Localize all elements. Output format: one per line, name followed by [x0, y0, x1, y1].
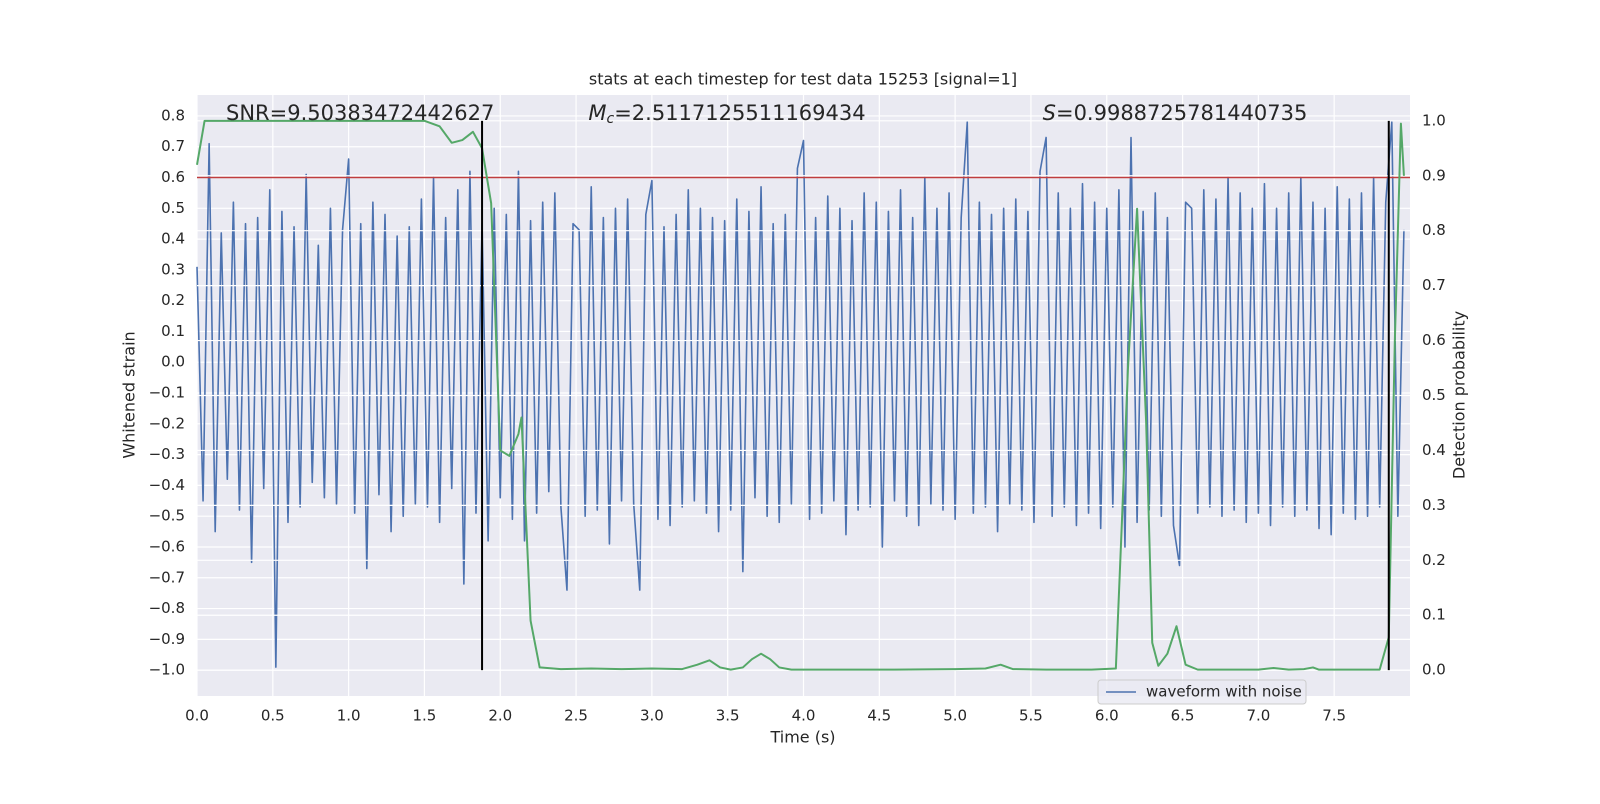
y2-tick-label: 0.4	[1422, 441, 1446, 459]
x-tick-label: 4.0	[792, 707, 816, 725]
x-tick-label: 0.5	[261, 707, 285, 725]
y-tick-label: −0.6	[149, 537, 185, 555]
y2-tick-label: 0.1	[1422, 606, 1446, 624]
y-tick-label: 0.5	[161, 199, 185, 217]
x-tick-label: 1.5	[413, 707, 437, 725]
y-tick-label: 0.0	[161, 353, 185, 371]
y2-tick-label: 0.3	[1422, 496, 1446, 514]
x-axis-label: Time (s)	[769, 728, 835, 747]
annotation-symbol: S	[1043, 101, 1056, 125]
x-tick-label: 3.0	[640, 707, 664, 725]
annotation: S=0.9988725781440735	[1043, 101, 1308, 125]
x-tick-label: 3.5	[716, 707, 740, 725]
data-line	[196, 121, 1405, 668]
y-tick-label: −0.3	[149, 445, 185, 463]
y-tick-label: −0.2	[149, 414, 185, 432]
annotation-text: =2.5117125511169434	[614, 101, 865, 125]
y-tick-label: 0.7	[161, 137, 185, 155]
x-tick-label: 5.5	[1019, 707, 1043, 725]
y2-axis-label: Detection probability	[1450, 311, 1469, 479]
x-tick-label: 7.5	[1322, 707, 1346, 725]
y-tick-label: −1.0	[149, 661, 185, 679]
annotation: SNR=9.50383472442627	[226, 101, 494, 125]
y-tick-label: −0.5	[149, 507, 185, 525]
y-tick-label: 0.8	[161, 106, 185, 124]
x-tick-label: 0.0	[185, 707, 209, 725]
legend-label: waveform with noise	[1146, 683, 1302, 701]
x-tick-label: 2.0	[488, 707, 512, 725]
x-tick-label: 4.5	[867, 707, 891, 725]
y2-tick-label: 0.9	[1422, 166, 1446, 184]
plot	[196, 119, 1410, 671]
y2-tick-label: 0.2	[1422, 551, 1446, 569]
y2-tick-label: 0.7	[1422, 276, 1446, 294]
y2-tick-label: 0.6	[1422, 331, 1446, 349]
x-tick-label: 2.5	[564, 707, 588, 725]
y-tick-label: 0.3	[161, 260, 185, 278]
y-tick-label: −0.8	[149, 599, 185, 617]
annotation-text: =0.9988725781440735	[1056, 101, 1307, 125]
y2-tick-label: 0.8	[1422, 221, 1446, 239]
y-axis-label: Whitened strain	[120, 331, 139, 458]
y2-tick-label: 1.0	[1422, 111, 1446, 129]
y2-tick-label: 0.5	[1422, 386, 1446, 404]
x-tick-label: 1.0	[337, 707, 361, 725]
y-tick-label: 0.6	[161, 168, 185, 186]
annotation-subscript: c	[607, 111, 615, 127]
y2-tick-label: 0.0	[1422, 661, 1446, 679]
y-tick-label: −0.4	[149, 476, 185, 494]
y-tick-label: −0.9	[149, 630, 185, 648]
y-tick-label: 0.2	[161, 291, 185, 309]
annotation: Mc=2.5117125511169434	[588, 101, 865, 127]
x-tick-label: 7.0	[1246, 707, 1270, 725]
y-tick-label: 0.1	[161, 322, 185, 340]
x-tick-label: 6.5	[1171, 707, 1195, 725]
data-line	[196, 119, 1405, 671]
y-tick-label: −0.1	[149, 384, 185, 402]
x-tick-label: 5.0	[943, 707, 967, 725]
x-tick-label: 6.0	[1095, 707, 1119, 725]
y-tick-label: −0.7	[149, 568, 185, 586]
y-tick-label: 0.4	[161, 230, 185, 248]
chart-title: stats at each timestep for test data 152…	[589, 70, 1017, 89]
legend-box	[1097, 679, 1307, 705]
annotation-symbol: M	[588, 101, 606, 125]
